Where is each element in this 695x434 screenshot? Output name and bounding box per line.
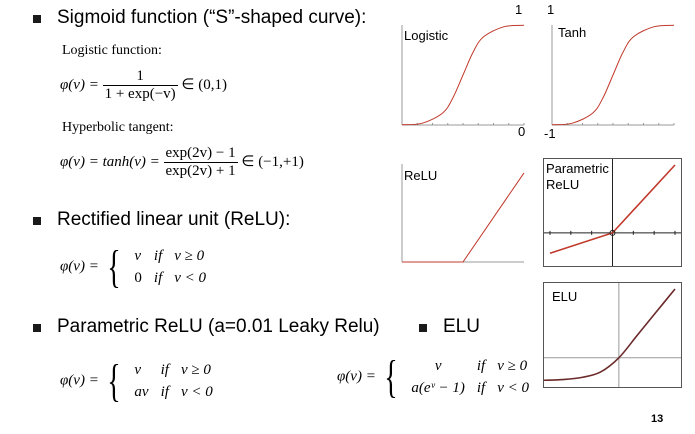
elu-heading: ELU (443, 316, 480, 337)
logistic-plot: Logistic (396, 19, 530, 131)
relu-plot: ReLU (396, 158, 530, 266)
relu-eq-brace: { (106, 241, 121, 292)
tanh-eq-fraction: exp(2v) − 1 exp(2v) + 1 (163, 145, 238, 180)
elu-plot-svg (544, 283, 681, 387)
prelu-eq-brace: { (106, 355, 121, 406)
logistic-plot-svg (401, 24, 525, 126)
logistic-series-line (401, 24, 525, 126)
tanh-eq-lhs: φ(v) = tanh(v) = (60, 153, 160, 170)
prelu-origin-point (609, 229, 616, 236)
relu-series-line (402, 172, 525, 263)
logistic-eq-fraction: 1 1 + exp(−v) (102, 68, 178, 103)
prelu-eq-lhs: φ(v) = (60, 372, 99, 389)
elu-eq-cases: v if v ≥ 0 a(eᵛ − 1) if v < 0 (405, 355, 535, 399)
bullet-relu (33, 217, 41, 225)
prelu-plot: Parametric ReLU (543, 158, 682, 267)
elu-case-expr: a(eᵛ − 1) (411, 380, 465, 396)
elu-plot-title: ELU (552, 289, 578, 304)
relu-eq-cases: v if v ≥ 0 0 if v < 0 (128, 245, 212, 289)
relu-case-expr: v (134, 248, 142, 264)
relu-case-if: if (153, 248, 163, 264)
tanh-label: Hyperbolic tangent: (62, 120, 174, 135)
relu-case-if: if (153, 270, 163, 286)
relu-case-cond: v ≥ 0 (174, 248, 205, 264)
elu-series-line (544, 288, 676, 382)
prelu-heading: Parametric ReLU (a=0.01 Leaky Relu) (57, 316, 380, 337)
logistic-eq-range: ∈ (0,1) (181, 76, 227, 93)
logistic-plot-title: Logistic (404, 28, 449, 43)
relu-case-expr: 0 (134, 270, 142, 286)
prelu-case-row: v if v ≥ 0 (128, 359, 218, 381)
tanh-eq-numerator: exp(2v) − 1 (165, 145, 236, 161)
logistic-equation: φ(v) = 1 1 + exp(−v) ∈ (0,1) (60, 68, 227, 103)
prelu-case-if: if (160, 362, 169, 378)
logistic-eq-lhs: φ(v) = (60, 76, 99, 93)
prelu-case-cond: v < 0 (180, 384, 213, 400)
prelu-case-if: if (160, 384, 169, 400)
elu-case-if: if (476, 358, 486, 374)
elu-equation: φ(v) = { v if v ≥ 0 a(eᵛ − 1) if v < 0 (337, 354, 535, 400)
tanh-tick-top: 1 (547, 2, 555, 17)
prelu-equation: φ(v) = { v if v ≥ 0 av if v < 0 (60, 358, 219, 404)
elu-plot: ELU (543, 282, 682, 388)
elu-case-row: a(eᵛ − 1) if v < 0 (405, 377, 535, 399)
elu-case-cond: v ≥ 0 (497, 358, 528, 374)
logistic-label: Logistic function: (62, 43, 162, 58)
bullet-sigmoid (33, 15, 41, 23)
relu-plot-title: ReLU (404, 168, 438, 183)
relu-case-row: 0 if v < 0 (128, 267, 212, 289)
logistic-eq-numerator: 1 (136, 68, 144, 84)
prelu-plot-title: Parametric ReLU (546, 161, 609, 192)
elu-eq-lhs: φ(v) = (337, 368, 376, 385)
tanh-equation: φ(v) = tanh(v) = exp(2v) − 1 exp(2v) + 1… (60, 145, 304, 180)
relu-case-row: v if v ≥ 0 (128, 245, 212, 267)
prelu-plot-svg (544, 159, 681, 266)
tanh-plot-svg (551, 24, 675, 126)
sigmoid-heading: Sigmoid function (“S”-shaped curve): (57, 7, 367, 28)
page-number: 13 (651, 413, 664, 425)
elu-case-cond: v < 0 (497, 380, 530, 396)
prelu-case-cond: v ≥ 0 (180, 362, 211, 378)
logistic-tick-top: 1 (515, 2, 523, 17)
prelu-case-expr: v (134, 362, 142, 378)
tanh-tick-bottom: -1 (544, 126, 556, 141)
elu-case-if: if (476, 380, 486, 396)
relu-case-cond: v < 0 (174, 270, 207, 286)
logistic-tick-bottom: 0 (518, 124, 526, 139)
bullet-elu (419, 324, 427, 332)
tanh-plot: Tanh (546, 19, 680, 131)
tanh-series-line (551, 24, 675, 126)
prelu-case-expr: av (134, 384, 149, 400)
logistic-eq-denominator: 1 + exp(−v) (102, 85, 178, 102)
tanh-plot-title: Tanh (558, 25, 587, 40)
relu-equation: φ(v) = { v if v ≥ 0 0 if v < 0 (60, 244, 212, 290)
relu-heading: Rectified linear unit (ReLU): (57, 209, 291, 230)
elu-case-row: v if v ≥ 0 (405, 355, 535, 377)
elu-case-expr: v (434, 358, 442, 374)
elu-eq-brace: { (383, 351, 398, 402)
bullet-prelu (33, 324, 41, 332)
relu-eq-lhs: φ(v) = (60, 258, 99, 275)
tanh-eq-range: ∈ (−1,+1) (241, 153, 304, 170)
tanh-eq-denominator: exp(2v) + 1 (163, 162, 238, 179)
prelu-series-line (549, 164, 676, 254)
relu-plot-svg (401, 164, 525, 263)
prelu-case-row: av if v < 0 (128, 381, 218, 403)
prelu-eq-cases: v if v ≥ 0 av if v < 0 (128, 359, 218, 403)
